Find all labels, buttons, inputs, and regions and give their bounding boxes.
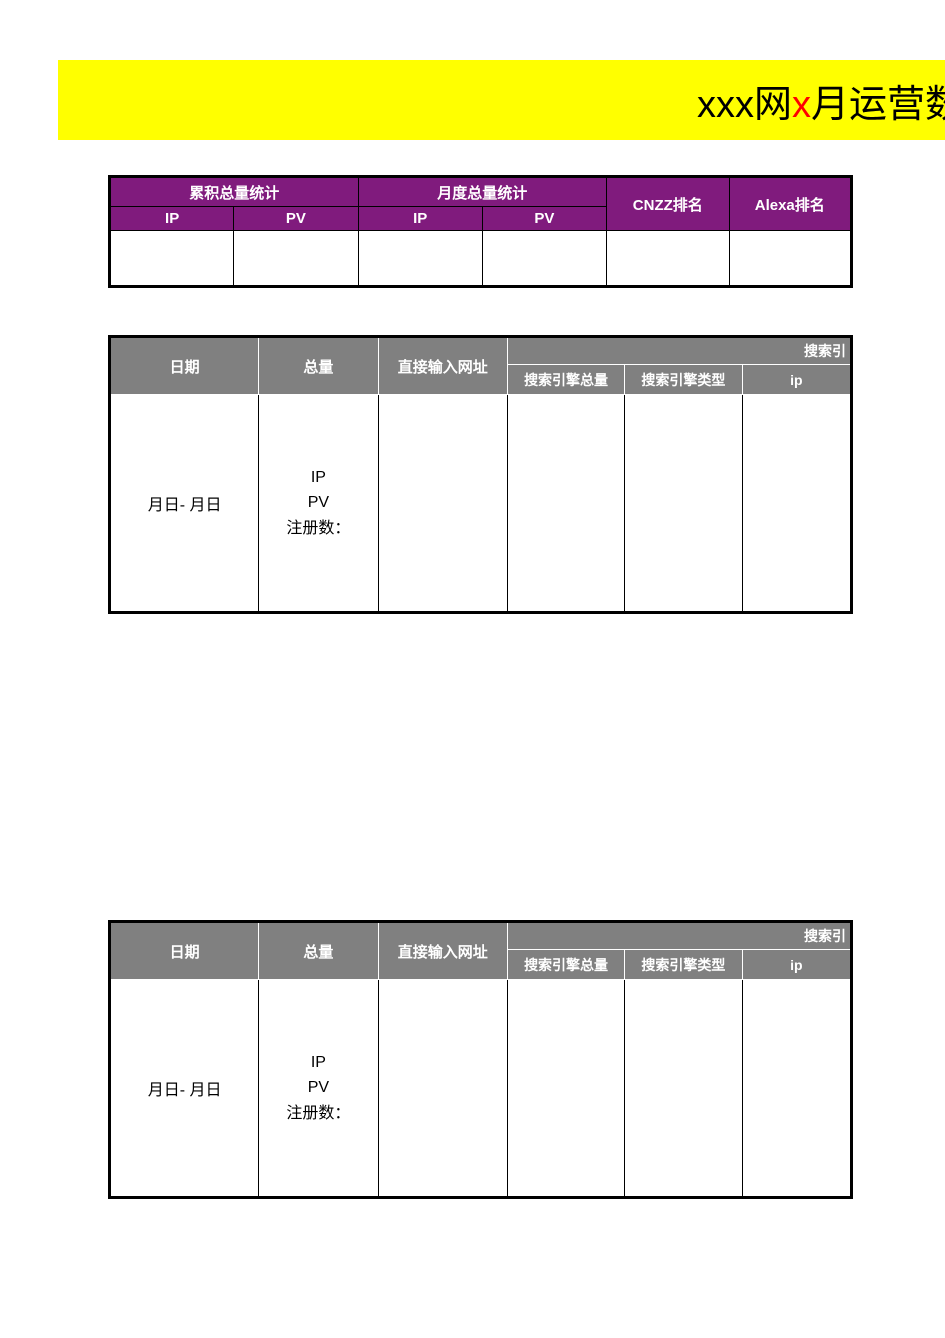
weekly-table-1: 日期 总量 直接输入网址 搜索引 搜索引擎总量 搜索引擎类型 ip 月日- 月日…	[108, 335, 853, 614]
cell-date: 月日- 月日	[110, 980, 259, 1198]
title-month: x	[792, 84, 811, 126]
total-pv: PV	[259, 490, 377, 516]
total-reg: 注册数：	[259, 516, 377, 542]
cell-cum-ip	[110, 231, 234, 287]
total-reg: 注册数：	[259, 1101, 377, 1127]
cell-se-ip	[742, 980, 851, 1198]
col-cum-ip: IP	[110, 207, 234, 231]
col-cumulative: 累积总量统计	[110, 177, 359, 207]
col-date: 日期	[110, 337, 259, 395]
col-se-ip: ip	[742, 365, 851, 395]
cell-se-total	[507, 980, 624, 1198]
col-direct: 直接输入网址	[378, 922, 507, 980]
cell-cum-pv	[234, 231, 358, 287]
col-cum-pv: PV	[234, 207, 358, 231]
title-suffix: 月运营数	[811, 84, 945, 126]
cell-total: IP PV 注册数：	[259, 395, 378, 613]
cell-se-type	[625, 980, 742, 1198]
col-monthly: 月度总量统计	[358, 177, 607, 207]
total-pv: PV	[259, 1075, 377, 1101]
col-se-ip: ip	[742, 950, 851, 980]
col-total: 总量	[259, 922, 378, 980]
title-prefix: xxx网	[697, 84, 792, 126]
cell-se-type	[625, 395, 742, 613]
cell-mon-pv	[482, 231, 606, 287]
total-ip: IP	[259, 1050, 377, 1076]
col-date: 日期	[110, 922, 259, 980]
cell-mon-ip	[358, 231, 482, 287]
col-se-type: 搜索引擎类型	[625, 365, 742, 395]
col-cnzz: CNZZ排名	[607, 177, 729, 231]
col-se-total: 搜索引擎总量	[507, 365, 624, 395]
cell-direct	[378, 395, 507, 613]
cell-se-total	[507, 395, 624, 613]
col-mon-ip: IP	[358, 207, 482, 231]
col-search-group: 搜索引	[507, 922, 851, 950]
page-title: xxx网x月运营数	[697, 73, 945, 128]
cell-total: IP PV 注册数：	[259, 980, 378, 1198]
summary-table: 累积总量统计 月度总量统计 CNZZ排名 Alexa排名 IP PV IP PV	[108, 175, 853, 288]
cell-alexa	[729, 231, 852, 287]
cell-direct	[378, 980, 507, 1198]
col-se-total: 搜索引擎总量	[507, 950, 624, 980]
cell-se-ip	[742, 395, 851, 613]
cell-cnzz	[607, 231, 729, 287]
col-alexa: Alexa排名	[729, 177, 852, 231]
col-se-type: 搜索引擎类型	[625, 950, 742, 980]
total-ip: IP	[259, 465, 377, 491]
col-mon-pv: PV	[482, 207, 606, 231]
cell-date: 月日- 月日	[110, 395, 259, 613]
col-direct: 直接输入网址	[378, 337, 507, 395]
col-total: 总量	[259, 337, 378, 395]
title-bar: xxx网x月运营数	[58, 60, 945, 140]
weekly-table-2: 日期 总量 直接输入网址 搜索引 搜索引擎总量 搜索引擎类型 ip 月日- 月日…	[108, 920, 853, 1199]
col-search-group: 搜索引	[507, 337, 851, 365]
